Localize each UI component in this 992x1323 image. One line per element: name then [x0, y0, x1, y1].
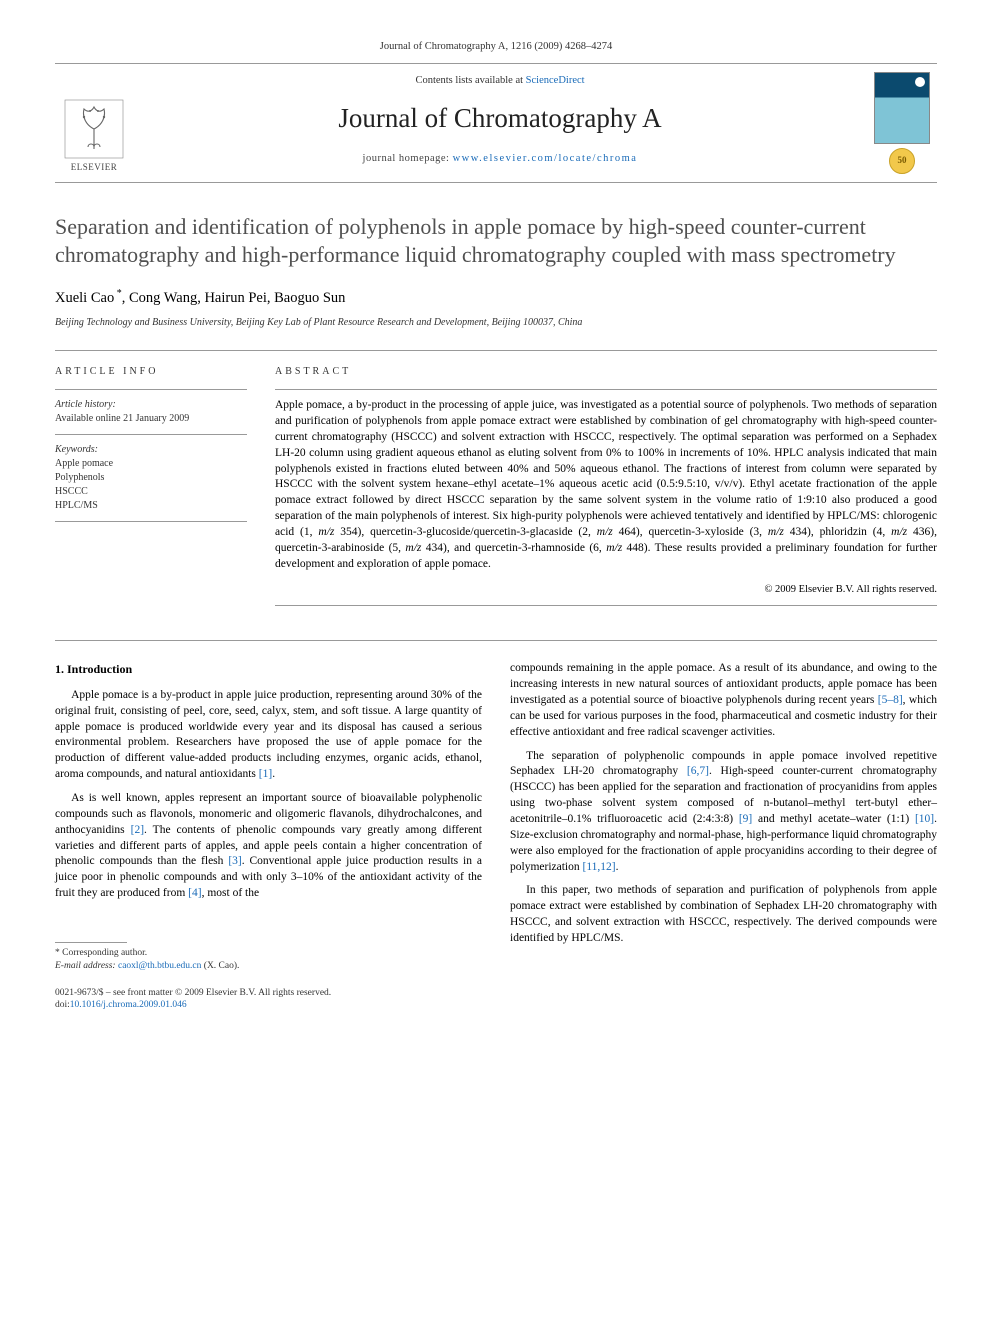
affiliation: Beijing Technology and Business Universi… [55, 316, 937, 330]
author-list: Xueli Cao *, Cong Wang, Hairun Pei, Baog… [55, 287, 937, 308]
section-1-head: 1. Introduction [55, 661, 482, 678]
abstract-block: ABSTRACT Apple pomace, a by-product in t… [275, 365, 937, 614]
front-matter-line: 0021-9673/$ – see front matter © 2009 El… [55, 987, 482, 1000]
article-title: Separation and identification of polyphe… [55, 213, 937, 269]
keyword-1: Apple pomace [55, 457, 247, 471]
ref-1-link[interactable]: [1] [259, 768, 272, 780]
para-2: As is well known, apples represent an im… [55, 791, 482, 902]
cover-thumbnail-icon [874, 72, 930, 144]
email-suffix: (X. Cao). [201, 961, 239, 971]
contents-available-line: Contents lists available at ScienceDirec… [133, 74, 867, 89]
keywords-label: Keywords: [55, 443, 247, 457]
corr-author-line: * Corresponding author. [55, 947, 482, 960]
author-3: Hairun Pei [204, 290, 266, 306]
elsevier-tree-icon [64, 99, 124, 159]
doi-link[interactable]: 10.1016/j.chroma.2009.01.046 [70, 1000, 187, 1010]
ref-11-12-link[interactable]: [11,12] [583, 861, 616, 873]
homepage-link[interactable]: www.elsevier.com/locate/chroma [453, 153, 638, 164]
ref-3-link[interactable]: [3] [228, 855, 241, 867]
ref-2-link[interactable]: [2] [131, 824, 144, 836]
corresponding-footnote: * Corresponding author. E-mail address: … [55, 947, 482, 973]
article-info-block: ARTICLE INFO Article history: Available … [55, 365, 247, 614]
homepage-prefix: journal homepage: [363, 153, 453, 164]
author-1: Xueli Cao [55, 290, 114, 306]
history-label: Article history: [55, 398, 247, 412]
doi-line: doi:10.1016/j.chroma.2009.01.046 [55, 999, 482, 1012]
para-5: In this paper, two methods of separation… [510, 883, 937, 946]
abstract-head: ABSTRACT [275, 365, 937, 379]
corr-marker: * [114, 288, 122, 299]
footnote-rule [55, 942, 127, 943]
column-right: compounds remaining in the apple pomace.… [510, 661, 937, 1012]
contents-prefix: Contents lists available at [415, 75, 525, 86]
doi-block: 0021-9673/$ – see front matter © 2009 El… [55, 987, 482, 1013]
ref-5-8-link[interactable]: [5–8] [878, 694, 903, 706]
publisher-name: ELSEVIER [71, 161, 118, 174]
ref-6-7-link[interactable]: [6,7] [687, 765, 709, 777]
email-link[interactable]: caoxl@th.btbu.edu.cn [118, 961, 201, 971]
doi-prefix: doi: [55, 1000, 70, 1010]
running-head: Journal of Chromatography A, 1216 (2009)… [55, 40, 937, 55]
journal-name: Journal of Chromatography A [133, 100, 867, 138]
keyword-3: HSCCC [55, 485, 247, 499]
article-info-head: ARTICLE INFO [55, 365, 247, 379]
journal-cover: 50 [867, 64, 937, 182]
ref-10-link[interactable]: [10] [915, 813, 934, 825]
email-label: E-mail address: [55, 961, 116, 971]
column-left: 1. Introduction Apple pomace is a by-pro… [55, 661, 482, 1012]
ref-9-link[interactable]: [9] [739, 813, 752, 825]
journal-header: ELSEVIER Contents lists available at Sci… [55, 63, 937, 183]
abstract-text: Apple pomace, a by-product in the proces… [275, 398, 937, 572]
para-1: Apple pomace is a by-product in apple ju… [55, 688, 482, 783]
para-3: compounds remaining in the apple pomace.… [510, 661, 937, 740]
sciencedirect-link[interactable]: ScienceDirect [526, 75, 585, 86]
publisher-logo: ELSEVIER [55, 64, 133, 182]
author-4: Baoguo Sun [274, 290, 345, 306]
body-columns: 1. Introduction Apple pomace is a by-pro… [55, 640, 937, 1012]
abstract-copyright: © 2009 Elsevier B.V. All rights reserved… [275, 583, 937, 598]
para-4: The separation of polyphenolic compounds… [510, 749, 937, 876]
anniversary-badge-icon: 50 [889, 148, 915, 174]
homepage-line: journal homepage: www.elsevier.com/locat… [133, 152, 867, 167]
keyword-4: HPLC/MS [55, 499, 247, 513]
email-line: E-mail address: caoxl@th.btbu.edu.cn (X.… [55, 960, 482, 973]
ref-4-link[interactable]: [4] [188, 887, 201, 899]
keyword-2: Polyphenols [55, 471, 247, 485]
author-2: Cong Wang [129, 290, 197, 306]
history-available: Available online 21 January 2009 [55, 412, 247, 426]
